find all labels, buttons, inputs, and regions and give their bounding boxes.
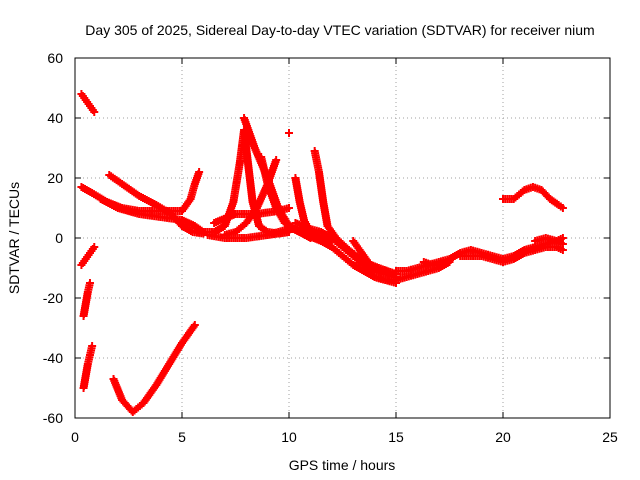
series-track-21: [349, 237, 379, 272]
plot-frame: [74, 57, 611, 419]
axis-ticks: 0 5 10 15 20 25 -60 -40 -20 0 20 40 60: [43, 50, 618, 445]
series-track-28: [499, 183, 567, 212]
series-track-3: [79, 279, 94, 320]
data-point: [85, 279, 94, 287]
x-tick-label: 20: [495, 429, 511, 445]
series-track-20: [295, 225, 400, 287]
series-track-9: [195, 126, 293, 238]
data-point: [285, 204, 293, 212]
y-tick-label: -20: [43, 290, 63, 306]
data-point: [190, 321, 199, 329]
series-track-2: [77, 243, 99, 269]
data-point: [90, 108, 99, 116]
data-point: [285, 129, 293, 137]
x-axis-label: GPS time / hours: [289, 457, 396, 473]
series-track-26: [456, 243, 567, 266]
series-track-15: [263, 225, 293, 239]
series-track-13: [210, 204, 293, 227]
data-point: [285, 225, 293, 233]
data-point: [88, 342, 97, 350]
data-point: [558, 240, 567, 248]
series-track-24: [419, 258, 443, 269]
data-point: [370, 264, 379, 272]
series-track-16: [285, 129, 293, 137]
y-tick-label: 40: [47, 110, 63, 126]
data-points: [77, 90, 567, 416]
data-point: [90, 243, 99, 251]
y-tick-label: 60: [47, 50, 63, 66]
series-track-6: [77, 168, 204, 215]
grid-lines: [75, 58, 610, 418]
chart-title: Day 305 of 2025, Sidereal Day-to-day VTE…: [85, 22, 594, 38]
y-axis-label: SDTVAR / TECUs: [6, 182, 22, 294]
y-tick-label: -60: [43, 410, 63, 426]
x-tick-label: 0: [71, 429, 79, 445]
series-track-5: [109, 321, 199, 416]
y-tick-label: 20: [47, 170, 63, 186]
series-track-19: [291, 219, 400, 281]
data-point: [558, 204, 567, 212]
series-track-4: [79, 342, 97, 392]
x-tick-label: 10: [281, 429, 297, 445]
y-tick-label: 0: [55, 230, 63, 246]
data-point: [195, 168, 204, 176]
x-tick-label: 15: [388, 429, 404, 445]
series-track-1: [77, 90, 99, 116]
x-tick-label: 25: [602, 429, 618, 445]
data-point: [434, 261, 443, 269]
x-tick-label: 5: [178, 429, 186, 445]
y-tick-label: -40: [43, 350, 63, 366]
series-track-27: [531, 234, 567, 248]
